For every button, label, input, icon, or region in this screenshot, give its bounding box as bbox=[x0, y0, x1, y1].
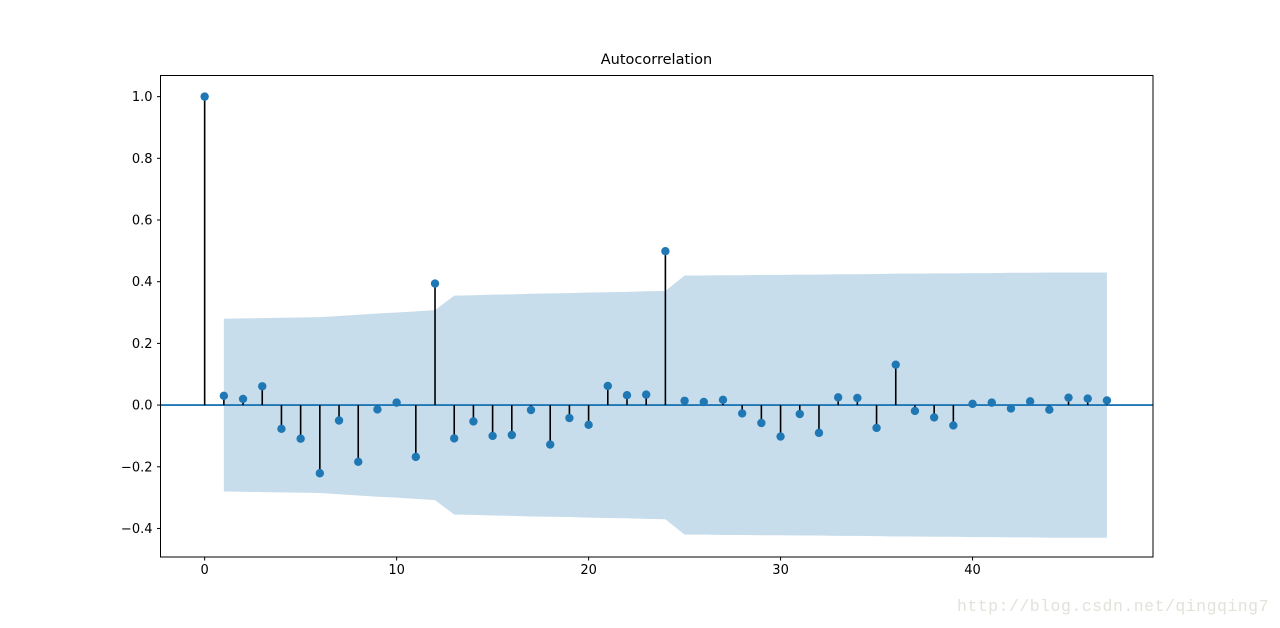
acf-marker bbox=[315, 469, 325, 478]
acf-marker bbox=[641, 390, 651, 399]
y-tick-label: 0.8 bbox=[132, 152, 153, 167]
acf-marker bbox=[219, 391, 229, 401]
acf-marker bbox=[450, 434, 459, 443]
watermark-text: http://blog.csdn.net/qingqing7 bbox=[956, 597, 1269, 616]
acf-marker bbox=[469, 417, 478, 426]
acf-marker bbox=[507, 430, 517, 440]
y-tick-label: 0.4 bbox=[132, 275, 153, 290]
acf-marker bbox=[872, 423, 881, 433]
acf-marker bbox=[430, 279, 440, 288]
acf-marker bbox=[238, 394, 248, 404]
acf-marker bbox=[488, 431, 497, 441]
acf-marker bbox=[680, 396, 689, 405]
x-tick-label: 40 bbox=[964, 563, 981, 578]
acf-marker bbox=[718, 395, 728, 405]
x-tick-label: 30 bbox=[772, 563, 789, 578]
acf-marker bbox=[929, 413, 939, 422]
y-tick-label: 0.2 bbox=[132, 337, 153, 352]
acf-marker bbox=[622, 391, 632, 400]
acf-marker bbox=[853, 393, 862, 403]
acf-marker bbox=[833, 393, 843, 402]
acf-marker bbox=[968, 399, 977, 409]
acf-marker bbox=[200, 92, 209, 101]
acf-marker bbox=[603, 381, 612, 391]
acf-marker bbox=[392, 398, 401, 407]
acf-marker bbox=[296, 434, 305, 443]
acf-marker bbox=[1006, 404, 1016, 413]
acf-marker bbox=[258, 382, 267, 391]
x-tick-label: 0 bbox=[201, 563, 209, 578]
acf-marker bbox=[565, 413, 574, 423]
acf-marker bbox=[949, 421, 958, 430]
acf-marker bbox=[411, 452, 421, 462]
acf-marker bbox=[546, 440, 555, 449]
acf-marker bbox=[661, 246, 670, 256]
x-tick-label: 10 bbox=[388, 563, 405, 578]
acf-marker bbox=[1083, 394, 1092, 403]
acf-marker bbox=[699, 397, 708, 407]
acf-marker bbox=[277, 424, 286, 434]
acf-marker bbox=[776, 432, 785, 441]
chart-title: Autocorrelation bbox=[600, 52, 713, 68]
acf-marker bbox=[354, 457, 363, 467]
acf-marker bbox=[987, 398, 996, 407]
acf-marker bbox=[584, 420, 593, 430]
acf-marker bbox=[334, 416, 344, 425]
acf-marker bbox=[1102, 396, 1112, 405]
y-tick-label: −0.2 bbox=[121, 460, 153, 475]
y-tick-label: 0.6 bbox=[132, 214, 153, 229]
acf-marker bbox=[757, 418, 766, 428]
y-tick-label: 1.0 bbox=[132, 90, 153, 105]
acf-marker bbox=[1045, 405, 1054, 414]
acf-marker bbox=[795, 409, 804, 419]
acf-marker bbox=[737, 409, 747, 418]
acf-marker bbox=[910, 406, 920, 416]
acf-marker bbox=[814, 428, 824, 438]
plot-border bbox=[160, 75, 1154, 558]
y-tick-label: 0.0 bbox=[132, 399, 153, 414]
x-tick-label: 20 bbox=[580, 563, 597, 578]
acf-marker bbox=[1064, 393, 1073, 402]
acf-marker bbox=[891, 360, 900, 369]
y-tick-label: −0.4 bbox=[121, 522, 153, 537]
acf-marker bbox=[373, 405, 382, 414]
acf-marker bbox=[526, 405, 536, 415]
acf-marker bbox=[1025, 397, 1035, 406]
